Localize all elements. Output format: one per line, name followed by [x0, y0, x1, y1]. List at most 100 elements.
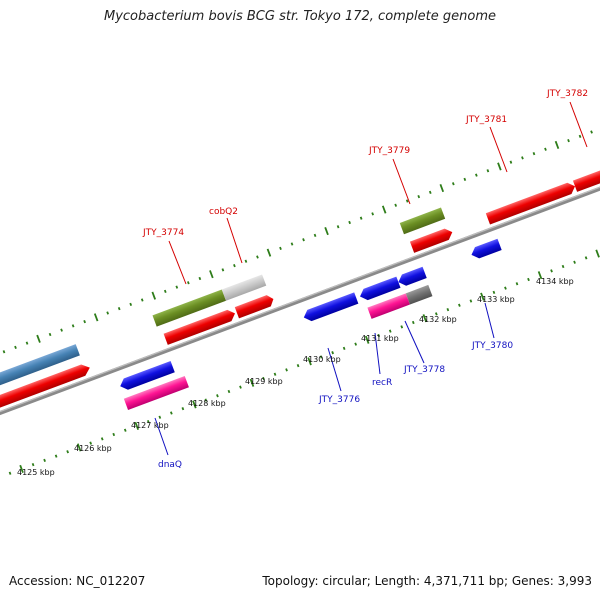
gene-label-jty3782[interactable]: JTY_3782: [546, 89, 588, 99]
gene-label-cobq2[interactable]: cobQ2: [209, 207, 238, 217]
upper-minor-tick: [475, 173, 478, 177]
feature-darkgray-bar-jty3778[interactable]: [405, 284, 433, 305]
upper-minor-tick: [463, 177, 467, 182]
feature-blue-arrow-dnaq[interactable]: [118, 360, 175, 392]
feature-magenta-bar-dnaq[interactable]: [123, 375, 189, 410]
upper-minor-tick: [25, 341, 29, 345]
lower-minor-tick: [446, 307, 450, 312]
upper-major-tick: [93, 313, 99, 322]
lower-minor-tick: [515, 282, 519, 286]
feature-red-arrow-jty3774[interactable]: [163, 308, 238, 345]
accession-text: Accession: NC_012207: [9, 574, 146, 588]
topology-text: Topology: circular; Length: 4,371,711 bp…: [262, 574, 592, 588]
upper-minor-tick: [359, 216, 363, 220]
upper-minor-tick: [532, 151, 536, 156]
gene-label-jty3779[interactable]: JTY_3779: [368, 146, 410, 156]
upper-minor-tick: [60, 328, 63, 332]
feature-red-arrow-jty3779[interactable]: [409, 227, 454, 253]
upper-minor-tick: [371, 212, 374, 216]
feature-steelblue-bar[interactable]: [0, 344, 80, 400]
scale-label-4129: 4129 kbp: [245, 377, 283, 386]
lower-major-tick: [422, 314, 428, 323]
feature-blue-arrow-recr-2[interactable]: [396, 266, 427, 288]
gene-label-dnaq[interactable]: dnaQ: [158, 460, 182, 470]
lower-minor-tick: [434, 312, 438, 316]
lower-minor-tick: [8, 471, 12, 475]
lower-minor-tick: [319, 355, 323, 359]
lower-minor-tick: [170, 411, 173, 415]
lower-minor-tick: [204, 398, 208, 402]
upper-minor-tick: [348, 220, 351, 225]
scale-labels: 4125 kbp 4126 kbp 4127 kbp 4128 kbp 4129…: [17, 277, 574, 477]
scale-label-4128: 4128 kbp: [188, 399, 226, 408]
feature-red-arrow-jty3781[interactable]: [485, 181, 577, 225]
lower-minor-tick: [354, 342, 358, 346]
upper-minor-tick: [405, 199, 409, 203]
gene-label-jty3774[interactable]: JTY_3774: [142, 228, 184, 238]
lower-minor-tick: [550, 269, 553, 273]
feature-olive-bar-jty3779[interactable]: [399, 207, 446, 235]
gene-label-jty3778[interactable]: JTY_3778: [403, 365, 445, 375]
feature-blue-arrow-jty3776[interactable]: [302, 292, 359, 323]
upper-minor-tick: [233, 263, 236, 268]
lower-minor-tick: [285, 368, 288, 372]
scale-label-4127: 4127 kbp: [131, 421, 169, 430]
map-title: Mycobacterium bovis BCG str. Tokyo 172, …: [104, 9, 496, 24]
feature-red-arrow-cobq2[interactable]: [234, 293, 276, 319]
feature-gray-bar-cobq2[interactable]: [221, 274, 267, 301]
feature-blue-arrow-recr[interactable]: [358, 276, 401, 303]
lower-minor-tick: [377, 333, 381, 338]
lower-major-tick: [537, 271, 543, 280]
upper-minor-tick: [163, 289, 167, 294]
lower-major-tick: [19, 464, 24, 474]
lower-minor-tick: [100, 437, 104, 441]
scale-label-4134: 4134 kbp: [536, 277, 574, 286]
upper-major-tick: [439, 183, 445, 193]
upper-minor-tick: [567, 139, 570, 143]
upper-minor-tick: [394, 203, 398, 207]
scale-label-4126: 4126 kbp: [74, 444, 112, 453]
upper-minor-tick: [2, 350, 6, 354]
upper-minor-tick: [279, 246, 282, 250]
lower-minor-tick: [31, 463, 35, 467]
lower-minor-tick: [411, 320, 415, 325]
upper-minor-tick: [486, 169, 490, 173]
lower-minor-tick: [43, 458, 46, 463]
gene-label-jty3776[interactable]: JTY_3776: [318, 395, 360, 405]
scale-label-4132: 4132 kbp: [419, 315, 457, 324]
feature-blue-arrow-jty3780[interactable]: [469, 238, 502, 261]
lower-minor-tick: [146, 419, 150, 424]
lower-major-tick: [249, 378, 255, 387]
upper-major-tick: [36, 334, 41, 343]
upper-minor-tick: [509, 160, 513, 164]
gene-label-jty3781[interactable]: JTY_3781: [465, 115, 507, 125]
gene-label-recr[interactable]: recR: [372, 378, 392, 388]
lower-minor-tick: [296, 363, 300, 368]
lower-minor-tick: [273, 372, 277, 376]
upper-minor-tick: [14, 345, 17, 350]
feature-magenta-bar-recr[interactable]: [367, 293, 410, 319]
lower-major-tick: [364, 335, 370, 344]
upper-minor-tick: [175, 285, 179, 289]
lower-minor-tick: [66, 450, 69, 454]
lower-minor-tick: [400, 325, 404, 329]
upper-major-tick: [266, 248, 272, 257]
lower-minor-tick: [504, 286, 507, 290]
lower-minor-tick: [123, 428, 127, 432]
lower-major-tick: [76, 443, 82, 452]
lower-minor-tick: [458, 303, 461, 307]
feature-red-arrow[interactable]: [0, 362, 92, 419]
lower-minor-tick: [561, 264, 565, 269]
lower-minor-tick: [181, 407, 185, 411]
lower-minor-tick: [227, 389, 231, 394]
feature-olive-bar-jty3774[interactable]: [152, 289, 226, 327]
upper-major-tick: [497, 162, 502, 171]
feature-red-arrow-jty3782[interactable]: [572, 150, 600, 192]
upper-major-tick: [151, 291, 157, 300]
scale-label-4130: 4130 kbp: [303, 355, 341, 364]
upper-major-tick: [381, 205, 387, 214]
gene-label-jty3780[interactable]: JTY_3780: [471, 341, 513, 351]
upper-minor-tick: [590, 130, 593, 134]
forward-strand-features: [0, 150, 600, 419]
lower-minor-tick: [584, 256, 588, 260]
